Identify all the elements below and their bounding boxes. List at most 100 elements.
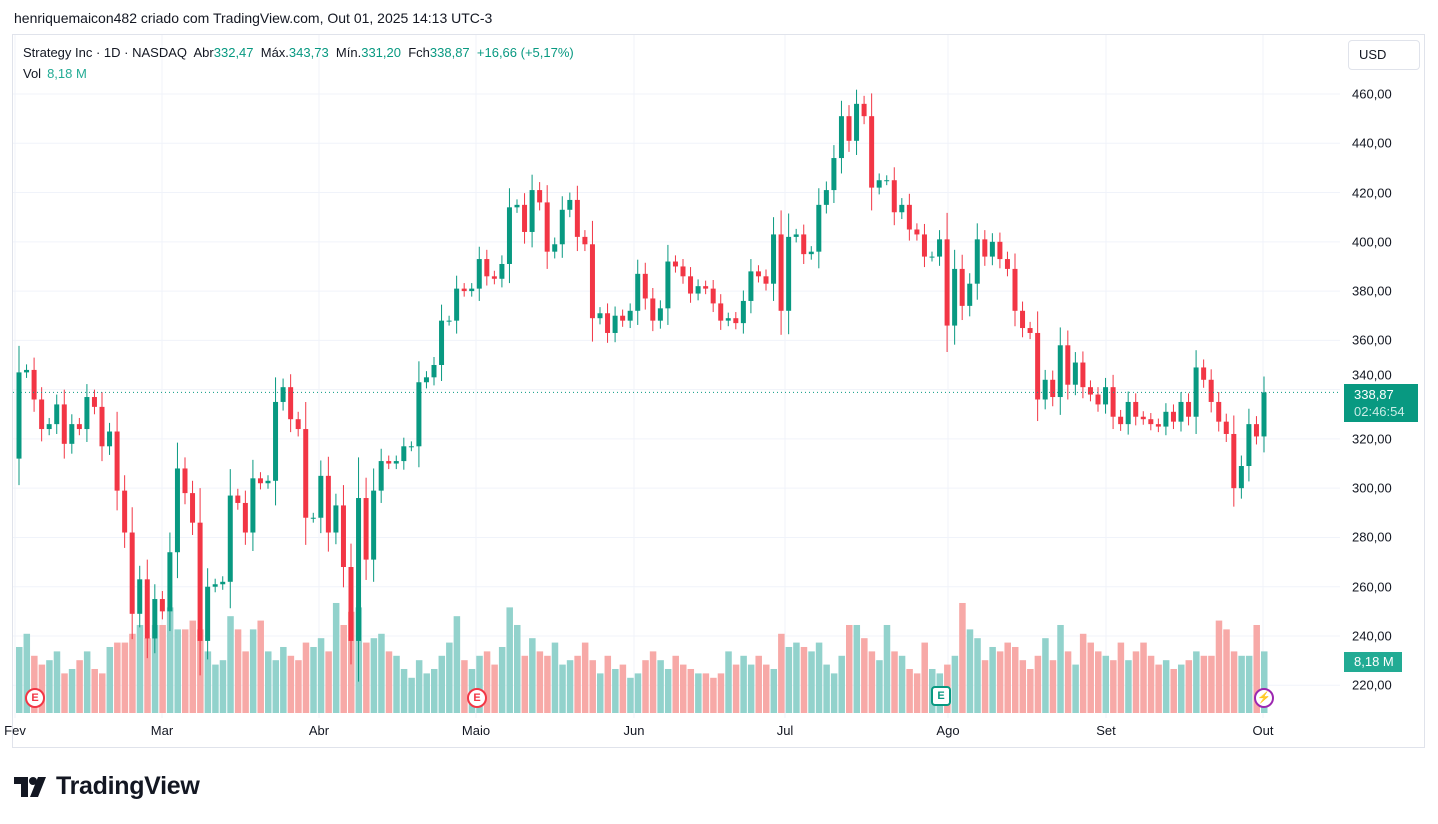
candle-body [846, 116, 852, 141]
candle-body [122, 490, 128, 533]
candle-body [635, 273, 641, 311]
candle [476, 246, 482, 301]
candle [642, 262, 648, 310]
volume-bar [808, 651, 815, 713]
candle [778, 210, 784, 335]
candle-body [838, 116, 844, 159]
candle-body [574, 199, 580, 237]
candle [54, 394, 60, 434]
candle-body [627, 310, 633, 321]
candle [937, 230, 943, 266]
volume-bar [1079, 633, 1087, 713]
volume-bar [861, 638, 868, 713]
candle-body [778, 234, 784, 311]
candle [1201, 359, 1207, 388]
price-tick: 300,00 [1352, 480, 1392, 496]
volume-bar [619, 664, 627, 713]
candle-body [1253, 424, 1259, 437]
candle [303, 401, 309, 545]
candle [280, 378, 286, 411]
candle-body [733, 318, 739, 324]
candle-body [1012, 268, 1018, 311]
volume-bar [1132, 651, 1140, 713]
candle-body [514, 204, 520, 208]
candle-body [1163, 411, 1169, 427]
volume-bar [793, 642, 800, 713]
last-price-label: 338,87 02:46:54 [1344, 384, 1418, 422]
candle [1231, 415, 1237, 507]
volume-bar [710, 677, 717, 713]
price-tick: 240,00 [1352, 628, 1392, 644]
candle-body [884, 180, 890, 182]
candle-body [1246, 424, 1252, 467]
candle-body [1201, 367, 1207, 380]
candle-body [982, 239, 988, 257]
candle [446, 315, 452, 326]
candle-body [431, 364, 437, 378]
candle [982, 230, 988, 266]
month-label: Out [1252, 723, 1274, 738]
symbol-label[interactable]: Strategy Inc · 1D · NASDAQ [23, 45, 187, 60]
candle [612, 306, 618, 343]
candle [137, 565, 143, 628]
volume-bar [491, 664, 498, 713]
volume-bar [604, 655, 612, 713]
candle [755, 265, 761, 283]
volume-bar [581, 642, 589, 713]
volume-bar [763, 664, 770, 713]
candle [522, 193, 528, 244]
volume-bar [476, 655, 483, 713]
volume-bar [747, 664, 755, 713]
candle-body [944, 239, 950, 326]
candle-body [484, 259, 490, 277]
candle [884, 175, 890, 186]
candle [695, 279, 701, 301]
low-value: 331,20 [361, 45, 401, 60]
volume-bar [1034, 655, 1042, 713]
month-label: Jul [776, 723, 794, 738]
candle-body [1170, 411, 1176, 422]
volume-bar [876, 660, 883, 713]
volume-bar [1230, 651, 1238, 713]
candle [499, 255, 505, 288]
candle [257, 472, 263, 490]
candle [1065, 330, 1071, 400]
earnings-marker[interactable]: E [931, 686, 951, 706]
earnings-marker[interactable]: E [467, 688, 487, 708]
candle-body [589, 244, 595, 319]
candle-body [84, 397, 90, 430]
volume-bar [106, 646, 114, 713]
volume-bar [755, 655, 762, 713]
volume-bar [151, 624, 159, 713]
candle-body [273, 401, 279, 481]
lightning-icon[interactable]: ⚡ [1254, 688, 1274, 708]
candle [235, 488, 241, 510]
candle [1057, 327, 1063, 415]
volume-bar [1178, 664, 1185, 713]
currency-button[interactable]: USD [1348, 40, 1420, 70]
candle [680, 259, 686, 284]
volume-value: 8,18 M [47, 66, 87, 81]
month-label: Jun [623, 723, 645, 738]
candle-body [1103, 387, 1109, 405]
close-label: Fch [408, 45, 430, 60]
candle [854, 89, 860, 155]
candle [190, 480, 196, 535]
candle [333, 493, 339, 545]
volume-bar [551, 642, 559, 713]
candle [325, 456, 331, 552]
candle-body [182, 468, 188, 494]
volume-bar [1261, 651, 1268, 713]
volume-bar [415, 660, 423, 713]
earnings-marker[interactable]: E [25, 688, 45, 708]
candle [469, 283, 475, 297]
volume-bar [378, 633, 385, 713]
candle-body [227, 495, 233, 582]
tradingview-logo[interactable]: TradingView [14, 772, 200, 801]
candle [974, 223, 980, 300]
volume-bar [461, 660, 468, 713]
candle-body [348, 567, 354, 641]
candle-body [144, 579, 150, 639]
volume-bar [249, 629, 257, 713]
